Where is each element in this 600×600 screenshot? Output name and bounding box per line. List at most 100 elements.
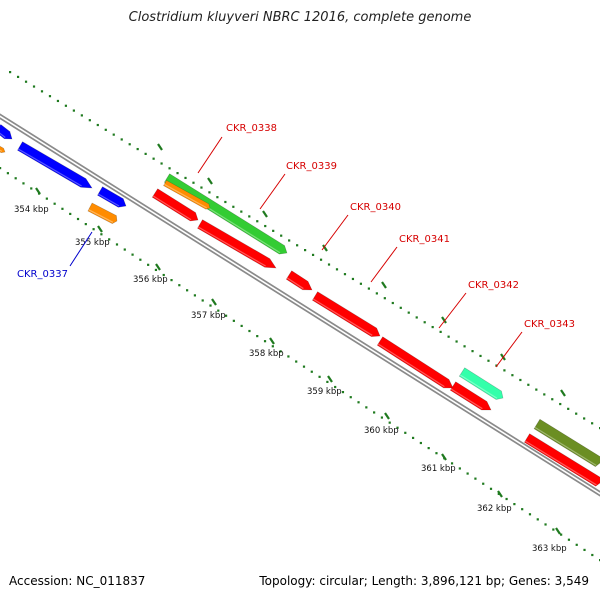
inner-ruler-dot <box>349 396 352 399</box>
gene-leader-line <box>495 331 523 368</box>
inner-ruler-dot <box>575 543 578 546</box>
outer-ruler-dot <box>240 210 243 213</box>
gene-red-arrow <box>311 291 381 337</box>
outer-ruler-dot <box>367 287 370 290</box>
gene-red-arrow-highlight <box>312 298 373 336</box>
gene-red-arrow <box>523 433 600 487</box>
inner-ruler-dot <box>521 508 524 511</box>
outer-ruler-dot <box>104 128 107 131</box>
inner-ruler-dot <box>178 284 181 287</box>
inner-ruler-dot <box>505 497 508 501</box>
inner-ruler-dot <box>209 304 212 307</box>
backbone-inner <box>0 115 600 495</box>
outer-ruler-dot <box>567 407 570 410</box>
gene-leader-line <box>321 214 349 251</box>
outer-major-tick <box>381 281 387 289</box>
outer-ruler-dot <box>88 119 91 122</box>
ruler-label: 357 kbp <box>191 311 226 321</box>
gene-aquamarine-arrow-highlight <box>459 374 498 399</box>
outer-ruler-dot <box>543 393 546 396</box>
inner-ruler-dot <box>419 441 422 445</box>
ruler-label: 354 kbp <box>14 205 49 215</box>
outer-ruler-dot <box>128 143 131 146</box>
gene-blue-arrow-highlight <box>97 193 120 207</box>
outer-ruler-dot <box>152 157 155 160</box>
inner-ruler-dot <box>69 212 72 216</box>
inner-ruler-dot <box>45 197 48 200</box>
outer-ruler-dot <box>16 75 20 79</box>
outer-ruler-dot <box>447 335 450 338</box>
gene-red-arrow-highlight <box>197 226 266 267</box>
inner-ruler-dot <box>380 416 384 419</box>
outer-ruler-dot <box>583 417 586 420</box>
gene-orange-arrow-highlight <box>163 183 207 209</box>
outer-ruler-dot <box>471 350 474 353</box>
gene-leader-line <box>259 173 286 210</box>
outer-ruler-dot <box>439 330 442 333</box>
inner-major-tick <box>441 453 447 461</box>
outer-ruler-dot <box>551 398 554 401</box>
inner-ruler-dot <box>404 431 407 434</box>
ruler-label: 355 kbp <box>75 238 110 248</box>
topology-text: Topology: circular; Length: 3,896,121 bp… <box>259 574 589 588</box>
inner-ruler-dot <box>224 314 228 317</box>
outer-major-tick <box>322 244 328 252</box>
gene-blue-arrow <box>17 141 93 189</box>
inner-ruler-dot <box>341 391 345 394</box>
inner-ruler-dot <box>310 370 313 373</box>
inner-ruler-dot <box>435 452 438 455</box>
inner-ruler-dot <box>552 528 555 531</box>
gene-orange-arrow <box>0 145 6 154</box>
ruler-label: 358 kbp <box>249 349 284 359</box>
outer-ruler-dot <box>415 316 418 319</box>
inner-ruler-dot <box>427 447 430 450</box>
gene-blue-arrow <box>97 186 127 208</box>
inner-ruler-dot <box>170 279 173 282</box>
gene-leader-line <box>197 136 223 174</box>
inner-ruler-dot <box>123 248 126 251</box>
outer-major-tick <box>560 389 566 397</box>
inner-ruler-dot <box>248 329 251 333</box>
gene-aquamarine-arrow <box>458 367 504 400</box>
outer-ruler-dot <box>224 200 227 204</box>
outer-ruler-dot <box>535 388 538 391</box>
outer-ruler-dot <box>56 99 60 103</box>
gene-features <box>0 124 600 487</box>
inner-ruler-dot <box>147 263 150 266</box>
inner-ruler-dot <box>186 289 189 292</box>
gene-leader-line <box>370 246 398 283</box>
gene-blue-arrow-highlight <box>0 132 6 138</box>
inner-ruler-dot <box>217 309 220 312</box>
outer-major-tick <box>207 177 213 185</box>
inner-ruler-dot <box>232 319 235 322</box>
gene-label: CKR_0341 <box>399 234 450 245</box>
inner-ruler-dot <box>279 350 282 353</box>
gene-blue-arrow-highlight <box>17 148 82 187</box>
gene-label: CKR_0340 <box>350 202 401 213</box>
inner-ruler-dot <box>22 182 25 185</box>
outer-ruler-dot <box>144 152 147 155</box>
outer-ruler-dot <box>24 80 28 83</box>
gene-olive-arrow <box>533 418 600 467</box>
outer-ruler-dot <box>527 383 530 386</box>
inner-ruler-dot <box>450 462 454 465</box>
inner-ruler-dot <box>357 401 360 404</box>
gene-callouts: CKR_0337 CKR_0338 CKR_0339 CKR_0340 CKR_0341… <box>17 123 575 368</box>
outer-ruler-dot <box>479 354 482 358</box>
gene-orange-arrow-highlight <box>88 209 114 223</box>
inner-ruler-dot <box>30 187 33 190</box>
inner-ruler-dot <box>458 467 461 470</box>
inner-ruler-dot <box>201 299 204 302</box>
inner-major-tick <box>269 337 275 345</box>
ruler-label: 360 kbp <box>364 426 399 436</box>
inner-ruler-dot <box>466 472 469 475</box>
gene-red-arrow-highlight <box>152 195 192 221</box>
inner-ruler-dot <box>6 172 9 175</box>
gene-olive-arrow-highlight <box>534 426 597 466</box>
gene-red-arrow-highlight <box>286 277 304 290</box>
gene-green-arrow <box>163 173 288 255</box>
inner-ruler-dot <box>528 513 532 516</box>
outer-ruler-dot <box>96 123 99 127</box>
outer-ruler-dot <box>575 412 578 415</box>
ruler-dots <box>0 71 600 562</box>
